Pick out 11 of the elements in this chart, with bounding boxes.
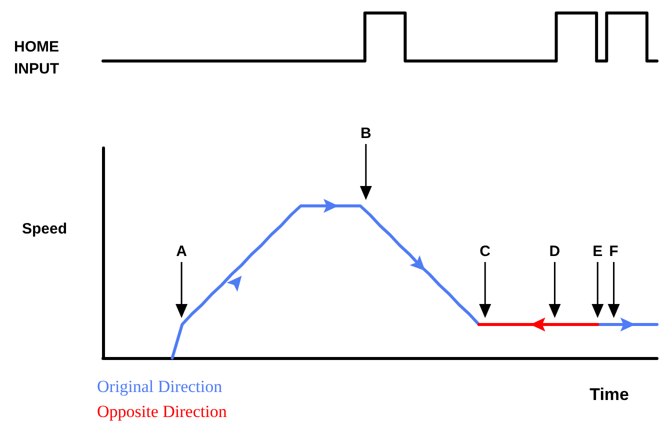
annotation: D [549,243,560,260]
y-axis-title: HOME INPUT [14,38,59,78]
y-axis-title: Speed [22,220,68,238]
annotation: E [592,243,603,260]
annotation: C [480,243,491,260]
annotation: F [609,243,618,260]
annotation: A [176,243,188,260]
x-axis-title: Time [590,385,629,404]
text: Opposite Direction [97,402,228,421]
text: B [360,125,372,142]
series-label: Original Direction [97,377,223,396]
